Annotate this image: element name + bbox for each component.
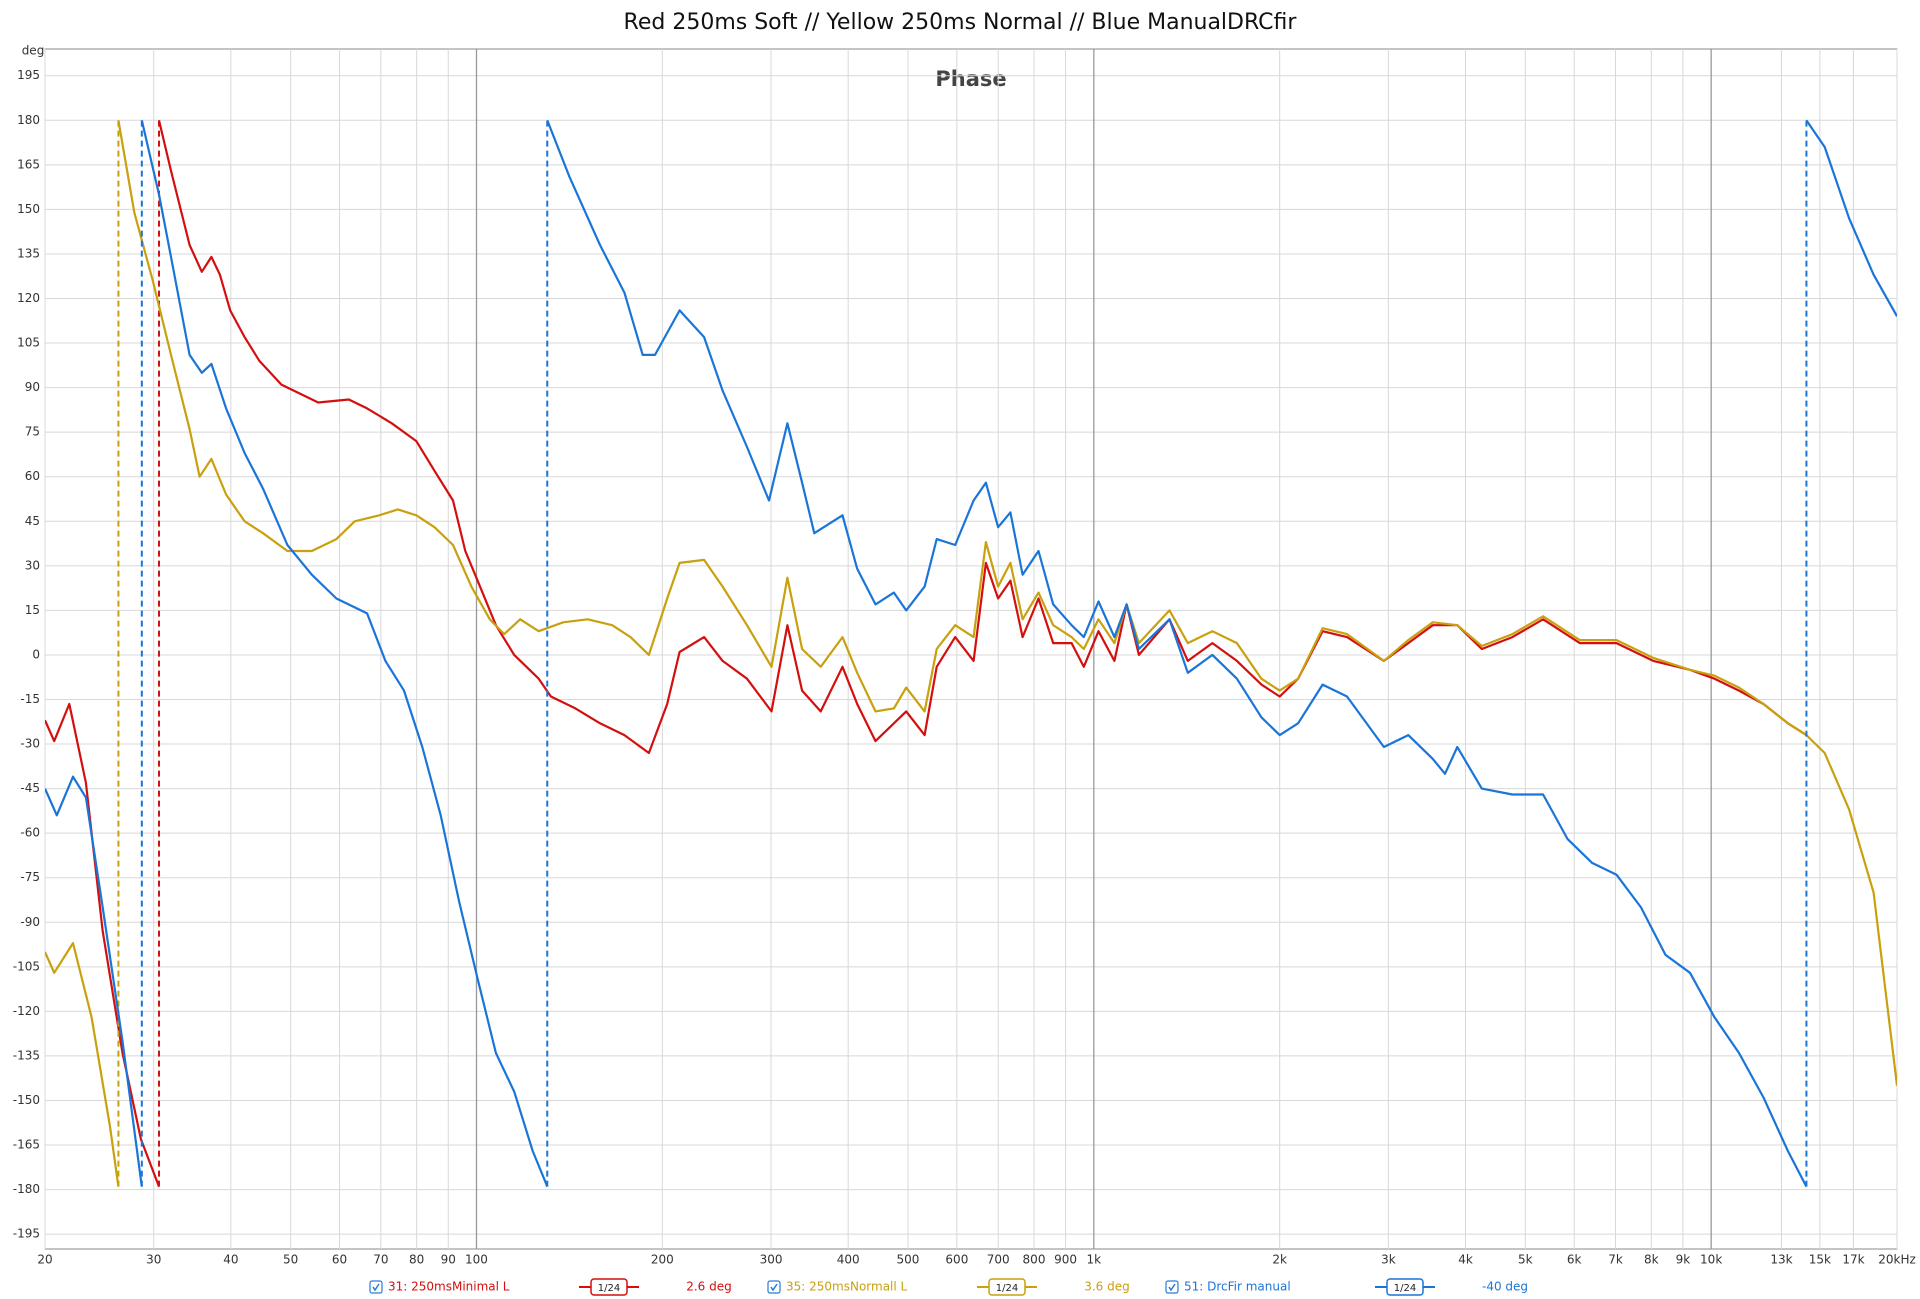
x-tick-label: 7k [1608, 1253, 1623, 1267]
chart-title: Red 250ms Soft // Yellow 250ms Normal //… [624, 10, 1298, 35]
x-tick-label: 500 [897, 1253, 920, 1267]
smoothing-label: 1/24 [598, 1283, 620, 1294]
y-tick-label: -120 [13, 1004, 40, 1018]
plot-area [44, 48, 1898, 1250]
y-tick-label: 150 [17, 202, 40, 216]
x-tick-label: 4k [1458, 1253, 1473, 1267]
y-tick-label: 60 [25, 469, 40, 483]
x-tick-label: 60 [332, 1253, 347, 1267]
y-tick-label: 0 [32, 647, 40, 661]
legend-label: 31: 250msMinimal L [388, 1280, 510, 1294]
legend-label: 51: DrcFir manual [1184, 1280, 1291, 1294]
x-tick-label: 50 [283, 1253, 298, 1267]
x-tick-label: 10k [1700, 1253, 1722, 1267]
legend: 31: 250msMinimal L 1/24 2.6 deg 35: 250msNo… [369, 1278, 1528, 1296]
legend-label: 35: 250msNormall L [786, 1280, 908, 1294]
x-tick-label: 20kHz [1878, 1253, 1916, 1267]
series-line [45, 119, 1897, 1188]
x-tick-label: 17k [1842, 1253, 1864, 1267]
x-tick-label: 13k [1770, 1253, 1792, 1267]
x-tick-label: 2k [1272, 1253, 1287, 1267]
y-tick-label: 120 [17, 291, 40, 305]
x-tick-label: 8k [1644, 1253, 1659, 1267]
x-tick-label: 600 [945, 1253, 968, 1267]
x-tick-label: 90 [441, 1253, 456, 1267]
x-tick-label: 3k [1381, 1253, 1396, 1267]
smoothing-label: 1/24 [996, 1283, 1018, 1294]
y-tick-label: -135 [13, 1048, 40, 1062]
x-tick-label: 1k [1087, 1253, 1102, 1267]
x-tick-label: 70 [373, 1253, 388, 1267]
x-tick-label: 400 [837, 1253, 860, 1267]
y-tick-label: -165 [13, 1138, 40, 1152]
series-line [45, 120, 1897, 1187]
grid: 1951801651501351201059075604530150-15-30… [13, 49, 1916, 1267]
x-tick-label: 200 [651, 1253, 674, 1267]
y-axis-label: deg [22, 44, 45, 58]
smoothing-label: 1/24 [1394, 1283, 1416, 1294]
x-tick-label: 5k [1518, 1253, 1533, 1267]
x-tick-label: 40 [223, 1253, 238, 1267]
legend-checkmark [770, 1283, 778, 1292]
x-tick-label: 100 [465, 1253, 488, 1267]
x-tick-label: 9k [1676, 1253, 1691, 1267]
x-tick-label: 20 [37, 1253, 52, 1267]
legend-offset: 2.6 deg [686, 1280, 732, 1294]
x-tick-label: 30 [146, 1253, 161, 1267]
y-tick-label: -150 [13, 1093, 40, 1107]
x-tick-label: 300 [760, 1253, 783, 1267]
legend-checkbox[interactable] [1165, 1280, 1179, 1294]
x-tick-label: 6k [1567, 1253, 1582, 1267]
series-lines [45, 119, 1897, 1188]
legend-checkmark [1168, 1283, 1176, 1292]
y-tick-label: 15 [25, 603, 40, 617]
x-tick-label: 80 [409, 1253, 424, 1267]
legend-offset: -40 deg [1482, 1280, 1528, 1294]
y-tick-label: -75 [20, 870, 40, 884]
y-tick-label: -30 [20, 737, 40, 751]
x-tick-label: 800 [1023, 1253, 1046, 1267]
legend-checkmark [372, 1283, 380, 1292]
x-tick-label: 900 [1054, 1253, 1077, 1267]
smoothing-box[interactable] [1386, 1278, 1424, 1296]
y-tick-label: 135 [17, 246, 40, 260]
smoothing-box[interactable] [988, 1278, 1026, 1296]
x-tick-label: 700 [987, 1253, 1010, 1267]
y-tick-label: -105 [13, 959, 40, 973]
y-tick-label: -180 [13, 1182, 40, 1196]
y-tick-label: -15 [20, 692, 40, 706]
legend-offset: 3.6 deg [1084, 1280, 1130, 1294]
chart-subtitle: Phase [935, 67, 1006, 91]
smoothing-box[interactable] [590, 1278, 628, 1296]
y-tick-label: 45 [25, 514, 40, 528]
x-tick-label: 15k [1809, 1253, 1831, 1267]
y-tick-label: 180 [17, 113, 40, 127]
y-tick-label: 195 [17, 68, 40, 82]
y-tick-label: 30 [25, 558, 40, 572]
y-tick-label: -45 [20, 781, 40, 795]
y-tick-label: 105 [17, 336, 40, 350]
y-tick-label: 75 [25, 425, 40, 439]
legend-checkbox[interactable] [369, 1280, 383, 1294]
y-tick-label: -195 [13, 1227, 40, 1241]
y-tick-label: -60 [20, 826, 40, 840]
y-tick-label: 90 [25, 380, 40, 394]
y-tick-label: -90 [20, 915, 40, 929]
legend-checkbox[interactable] [767, 1280, 781, 1294]
y-tick-label: 165 [17, 157, 40, 171]
